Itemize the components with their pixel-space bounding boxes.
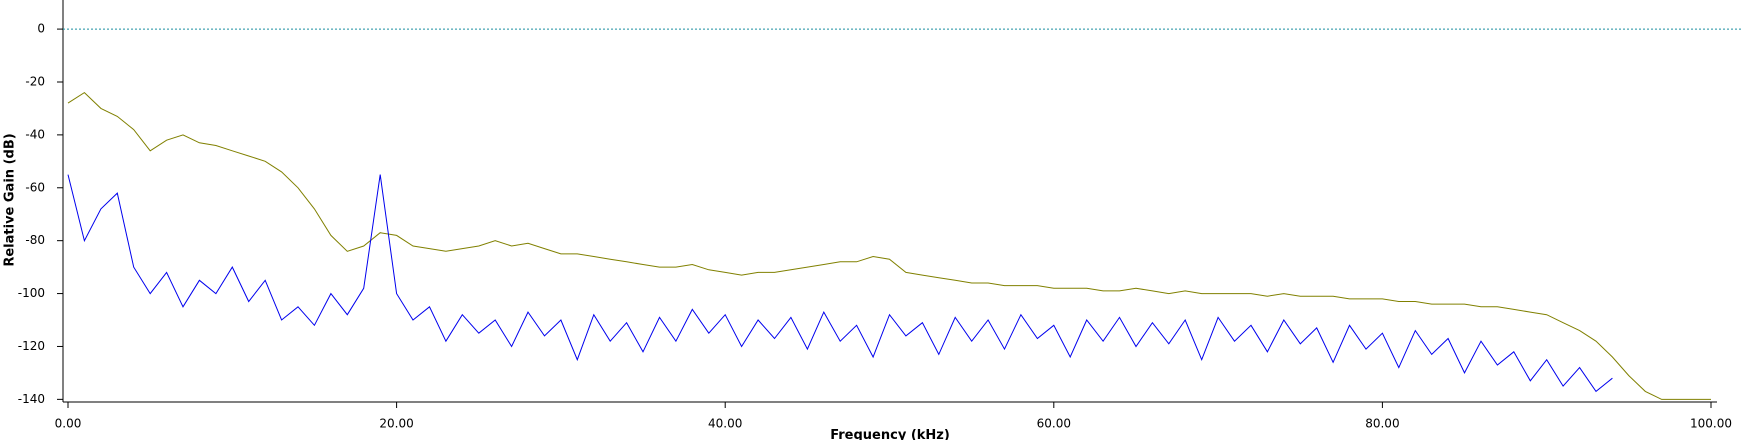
y-tick-label: -40 <box>25 127 45 141</box>
y-tick-label: -80 <box>25 233 45 247</box>
series-line <box>67 91 1711 400</box>
series-line <box>67 174 1613 393</box>
y-axis-label: Relative Gain (dB) <box>3 133 18 266</box>
y-tick-label: -60 <box>25 180 45 194</box>
x-tick-label: 100.00 <box>1690 417 1732 431</box>
y-tick-label: -120 <box>18 339 45 353</box>
x-tick-label: 80.00 <box>1365 417 1399 431</box>
x-axis-label: Frequency (kHz) <box>830 428 950 440</box>
y-tick-label: -140 <box>18 392 45 406</box>
x-tick-label: 40.00 <box>708 417 742 431</box>
y-tick-label: -100 <box>18 286 45 300</box>
y-tick-label: 0 <box>37 22 45 36</box>
x-tick-label: 60.00 <box>1037 417 1071 431</box>
y-tick-label: -20 <box>25 74 45 88</box>
x-tick-label: 20.00 <box>379 417 413 431</box>
x-tick-label: 0.00 <box>55 417 82 431</box>
